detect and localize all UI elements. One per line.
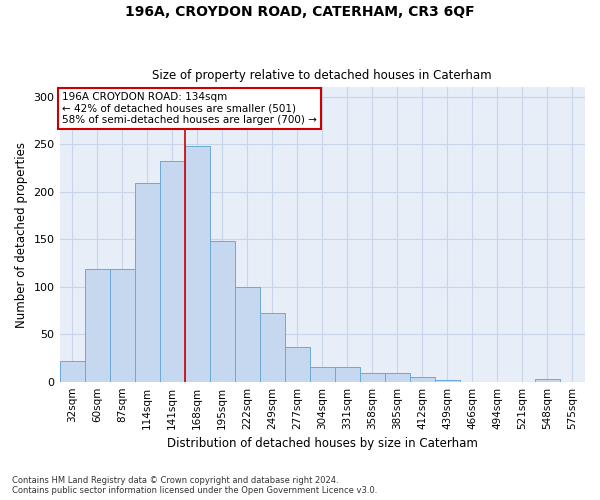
Text: 196A CROYDON ROAD: 134sqm
← 42% of detached houses are smaller (501)
58% of semi: 196A CROYDON ROAD: 134sqm ← 42% of detac… — [62, 92, 317, 125]
Bar — [335, 368, 360, 382]
Bar — [360, 373, 385, 382]
Bar — [310, 368, 335, 382]
Bar — [285, 348, 310, 382]
Bar — [160, 162, 185, 382]
Bar — [59, 361, 85, 382]
Bar — [435, 380, 460, 382]
Text: 196A, CROYDON ROAD, CATERHAM, CR3 6QF: 196A, CROYDON ROAD, CATERHAM, CR3 6QF — [125, 5, 475, 19]
Bar — [260, 314, 285, 382]
Bar — [410, 377, 435, 382]
Bar — [535, 379, 560, 382]
Bar — [134, 183, 160, 382]
Bar — [85, 268, 110, 382]
Bar — [209, 241, 235, 382]
Y-axis label: Number of detached properties: Number of detached properties — [15, 142, 28, 328]
Bar — [185, 146, 209, 382]
Text: Contains HM Land Registry data © Crown copyright and database right 2024.
Contai: Contains HM Land Registry data © Crown c… — [12, 476, 377, 495]
Bar — [110, 268, 134, 382]
X-axis label: Distribution of detached houses by size in Caterham: Distribution of detached houses by size … — [167, 437, 478, 450]
Bar — [235, 286, 260, 382]
Bar — [385, 373, 410, 382]
Title: Size of property relative to detached houses in Caterham: Size of property relative to detached ho… — [152, 69, 492, 82]
